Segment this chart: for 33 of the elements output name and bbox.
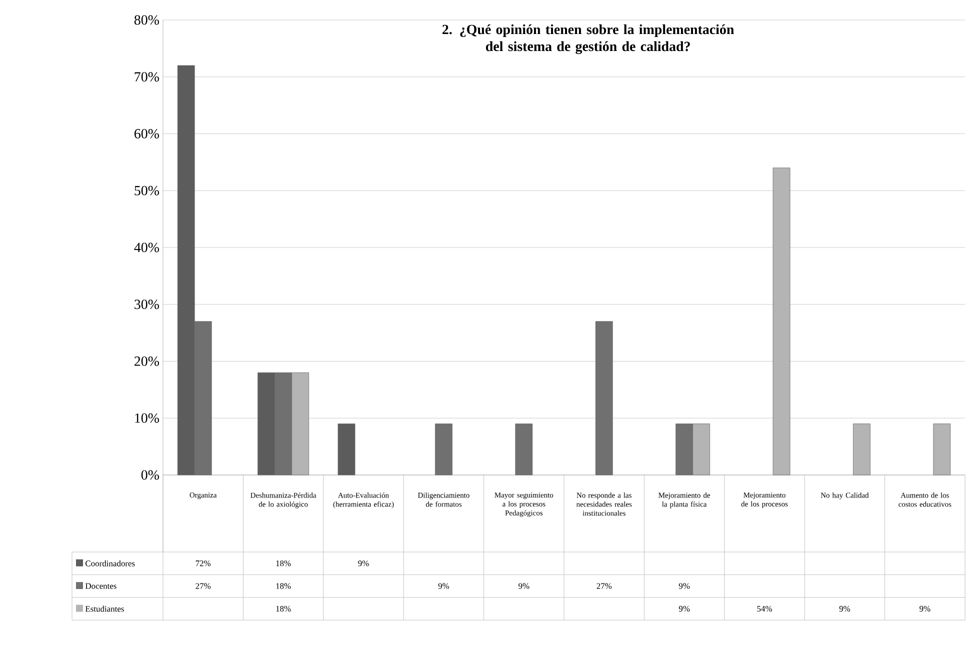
y-tick-label: 20% (134, 356, 160, 366)
bar (515, 424, 533, 476)
y-tick-label: 50% (134, 186, 160, 196)
y-tick-label: 80% (134, 15, 160, 25)
bar (933, 424, 951, 476)
data-label: 72% (196, 560, 211, 566)
data-label: 18% (276, 560, 291, 566)
y-tick-label: 0% (141, 470, 160, 480)
data-label: 9% (839, 606, 850, 612)
y-tick-label: 10% (135, 413, 160, 423)
bar (595, 321, 613, 476)
y-tick-label: 60% (134, 129, 160, 138)
data-label: 9% (920, 606, 930, 612)
bar (853, 424, 870, 476)
data-label: 9% (678, 583, 690, 589)
data-label: 27% (596, 583, 612, 589)
data-label: 54% (757, 606, 772, 612)
bar (435, 424, 452, 476)
bar (338, 424, 356, 476)
data-label: 9% (518, 583, 530, 589)
y-tick-label: 40% (134, 242, 160, 252)
data-label: 27% (196, 583, 211, 589)
data-label: 9% (438, 583, 450, 589)
data-label: 9% (358, 560, 369, 566)
data-label: 18% (276, 606, 291, 612)
legend-label: Coordinadores (86, 560, 135, 566)
legend-label: Estudiantes (85, 606, 124, 612)
legend-label: Docentes (85, 583, 116, 589)
y-tick-label: 30% (134, 300, 160, 310)
data-label: 18% (276, 583, 291, 589)
y-tick-label: 70% (134, 72, 160, 82)
text: 2. ¿Qué opinión tienen sobre la implementación del sistema de gestión de calidad? (442, 24, 734, 54)
data-label: 9% (678, 606, 690, 612)
